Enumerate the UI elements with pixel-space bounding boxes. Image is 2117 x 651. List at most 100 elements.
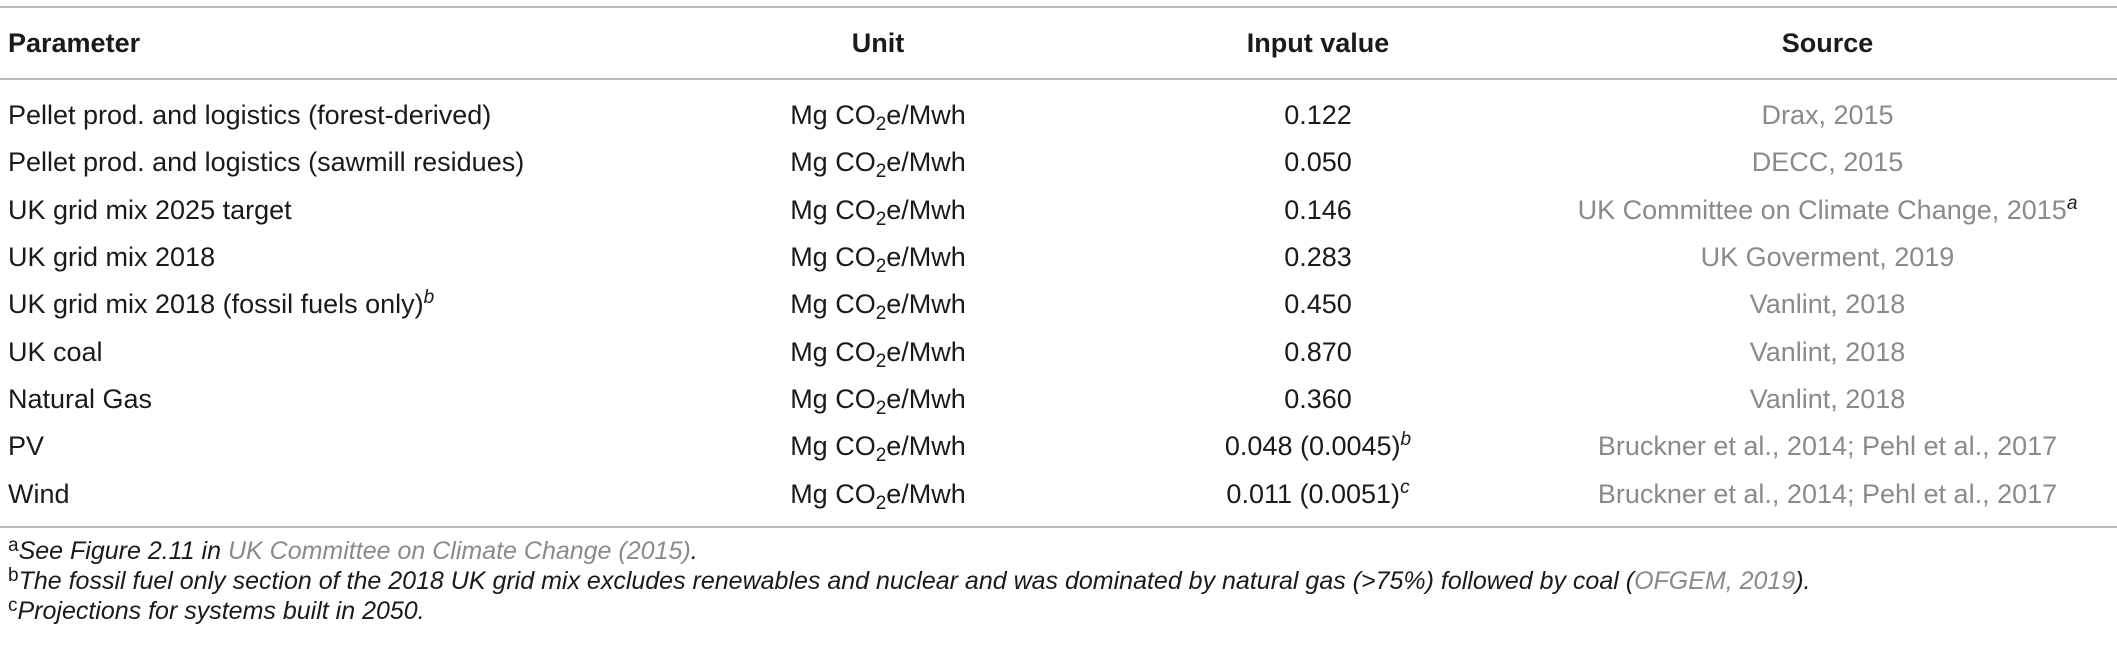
value-text: 0.048 (0.0045) xyxy=(1224,431,1401,462)
table-row: PV Mg CO2e/Mwh 0.048 (0.0045)b Bruckner et … xyxy=(0,423,2117,470)
parameter-text: UK grid mix 2018 xyxy=(8,242,216,273)
footnote-mark: b xyxy=(8,565,19,586)
cell-parameter: Natural Gas xyxy=(0,376,658,423)
cell-parameter: PV xyxy=(0,423,658,470)
footnote-mark: c xyxy=(8,595,18,616)
parameter-text: Natural Gas xyxy=(8,383,153,414)
footnote-citation-link[interactable]: OFGEM, 2019 xyxy=(1634,567,1796,595)
parameter-text: Pellet prod. and logistics (sawmill resi… xyxy=(8,147,525,178)
unit-post: e/Mwh xyxy=(886,147,966,178)
footnote-mark: a xyxy=(8,535,19,556)
cell-input-value: 0.146 xyxy=(1098,187,1538,234)
cell-source: Bruckner et al., 2014; Pehl et al., 2017 xyxy=(1538,470,2117,528)
header-unit: Unit xyxy=(658,6,1098,80)
parameter-text: UK coal xyxy=(8,336,103,367)
cell-source: Vanlint, 2018 xyxy=(1538,328,2117,375)
cell-unit: Mg CO2e/Mwh xyxy=(658,139,1098,186)
cell-input-value: 0.360 xyxy=(1098,376,1538,423)
cell-parameter: Pellet prod. and logistics (sawmill resi… xyxy=(0,139,658,186)
value-text: 0.011 (0.0051) xyxy=(1226,478,1401,509)
cell-input-value: 0.450 xyxy=(1098,281,1538,328)
parameter-text: Pellet prod. and logistics (forest-deriv… xyxy=(8,100,492,131)
unit-subscript: 2 xyxy=(875,114,887,136)
footnote-a: aSee Figure 2.11 in UK Committee on Clim… xyxy=(8,536,1811,566)
unit-pre: Mg CO xyxy=(790,336,876,367)
unit-subscript: 2 xyxy=(875,492,887,514)
unit-post: e/Mwh xyxy=(886,242,966,273)
cell-source: UK Goverment, 2019 xyxy=(1538,234,2117,281)
unit-pre: Mg CO xyxy=(790,383,876,414)
unit-post: e/Mwh xyxy=(886,383,966,414)
parameter-text: UK grid mix 2018 (fossil fuels only) xyxy=(8,289,424,320)
cell-input-value: 0.283 xyxy=(1098,234,1538,281)
unit-post: e/Mwh xyxy=(886,100,966,131)
value-text: 0.122 xyxy=(1284,100,1352,131)
footnote-citation-link[interactable]: UK Committee on Climate Change (2015) xyxy=(227,537,691,565)
cell-unit: Mg CO2e/Mwh xyxy=(658,376,1098,423)
unit-post: e/Mwh xyxy=(886,336,966,367)
source-citation-link[interactable]: UK Goverment, 2019 xyxy=(1700,242,1955,273)
value-text: 0.283 xyxy=(1284,242,1352,273)
unit-subscript: 2 xyxy=(875,445,887,467)
unit-post: e/Mwh xyxy=(886,289,966,320)
source-citation-link[interactable]: Vanlint, 2018 xyxy=(1749,383,1906,414)
cell-input-value: 0.011 (0.0051)c xyxy=(1098,470,1538,528)
unit-post: e/Mwh xyxy=(886,478,966,509)
parameter-text: Wind xyxy=(8,478,70,509)
footnote-ref: b xyxy=(423,287,435,309)
cell-parameter: Pellet prod. and logistics (forest-deriv… xyxy=(0,79,658,139)
header-input-value: Input value xyxy=(1098,6,1538,80)
footnote-text: See Figure 2.11 in xyxy=(18,537,228,565)
cell-unit: Mg CO2e/Mwh xyxy=(658,187,1098,234)
cell-input-value: 0.048 (0.0045)b xyxy=(1098,423,1538,470)
source-citation-link[interactable]: Bruckner et al., 2014; Pehl et al., 2017 xyxy=(1597,431,2058,462)
unit-pre: Mg CO xyxy=(790,147,876,178)
unit-subscript: 2 xyxy=(875,161,887,183)
cell-parameter: UK coal xyxy=(0,328,658,375)
header-source: Source xyxy=(1538,6,2117,80)
cell-input-value: 0.050 xyxy=(1098,139,1538,186)
footnote-text: The fossil fuel only section of the 2018… xyxy=(18,567,1635,595)
footnote-ref: b xyxy=(1400,429,1412,451)
emission-parameters-table: Parameter Unit Input value Source Pellet… xyxy=(0,6,2117,528)
source-citation-link[interactable]: DECC, 2015 xyxy=(1751,147,1904,178)
cell-unit: Mg CO2e/Mwh xyxy=(658,234,1098,281)
value-text: 0.450 xyxy=(1284,289,1352,320)
value-text: 0.360 xyxy=(1284,383,1352,414)
table-row: UK grid mix 2025 target Mg CO2e/Mwh 0.146 U… xyxy=(0,187,2117,234)
value-text: 0.050 xyxy=(1284,147,1352,178)
unit-pre: Mg CO xyxy=(790,242,876,273)
table-body: Pellet prod. and logistics (forest-deriv… xyxy=(0,79,2117,528)
source-citation-link[interactable]: Vanlint, 2018 xyxy=(1749,289,1906,320)
source-citation-link[interactable]: UK Committee on Climate Change, 2015 xyxy=(1577,194,2067,225)
unit-pre: Mg CO xyxy=(790,431,876,462)
table-row: UK coal Mg CO2e/Mwh 0.870 Vanlint, 2018 xyxy=(0,328,2117,375)
cell-input-value: 0.122 xyxy=(1098,79,1538,139)
footnote-b: bThe fossil fuel only section of the 201… xyxy=(8,566,1811,596)
table-row: UK grid mix 2018 Mg CO2e/Mwh 0.283 UK Gover… xyxy=(0,234,2117,281)
table-header-row: Parameter Unit Input value Source xyxy=(0,6,2117,80)
unit-pre: Mg CO xyxy=(790,194,876,225)
source-citation-link[interactable]: Bruckner et al., 2014; Pehl et al., 2017 xyxy=(1597,478,2058,509)
table-row: Natural Gas Mg CO2e/Mwh 0.360 Vanlint, 2018 xyxy=(0,376,2117,423)
cell-unit: Mg CO2e/Mwh xyxy=(658,328,1098,375)
table-row: UK grid mix 2018 (fossil fuels only)b Mg … xyxy=(0,281,2117,328)
value-text: 0.146 xyxy=(1284,194,1352,225)
cell-parameter: UK grid mix 2018 xyxy=(0,234,658,281)
unit-pre: Mg CO xyxy=(790,289,876,320)
footnote-ref: a xyxy=(2066,192,2078,214)
unit-subscript: 2 xyxy=(875,350,887,372)
cell-unit: Mg CO2e/Mwh xyxy=(658,470,1098,528)
cell-source: Vanlint, 2018 xyxy=(1538,281,2117,328)
unit-pre: Mg CO xyxy=(790,478,876,509)
source-citation-link[interactable]: Vanlint, 2018 xyxy=(1749,336,1906,367)
table-row: Pellet prod. and logistics (forest-deriv… xyxy=(0,79,2117,139)
unit-post: e/Mwh xyxy=(886,194,966,225)
unit-pre: Mg CO xyxy=(790,100,876,131)
source-citation-link[interactable]: Drax, 2015 xyxy=(1761,100,1894,131)
unit-subscript: 2 xyxy=(875,303,887,325)
unit-subscript: 2 xyxy=(875,397,887,419)
footnote-text-end: . xyxy=(690,537,698,565)
cell-unit: Mg CO2e/Mwh xyxy=(658,79,1098,139)
